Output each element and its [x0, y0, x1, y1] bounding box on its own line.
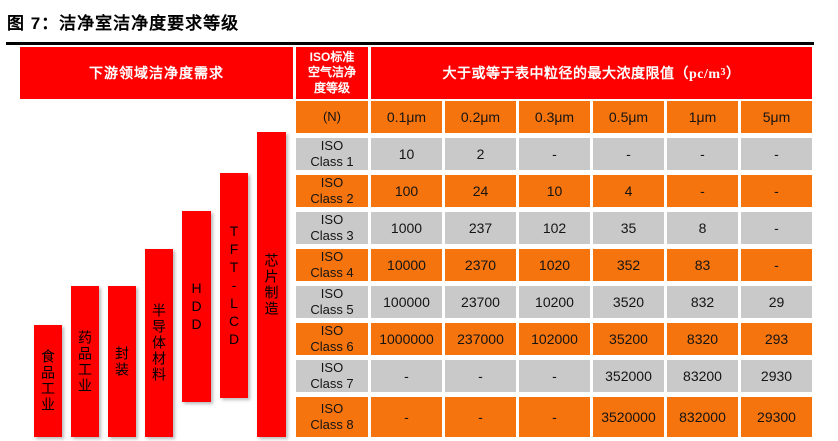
chart-bar: 食品工业	[34, 325, 62, 437]
table-cell: 3520000	[593, 397, 664, 437]
table-cell: 102	[519, 212, 590, 244]
table-cell: 10200	[519, 286, 590, 318]
table-cell: 3520	[593, 286, 664, 318]
table-cell: 293	[741, 323, 812, 355]
table-cell: -	[741, 212, 812, 244]
bar-label: HDD	[188, 279, 205, 334]
table-cell: 10	[371, 138, 442, 170]
table-cell: 1000000	[371, 323, 442, 355]
table-cell: 100	[371, 175, 442, 207]
row-label: ISO Class 8	[296, 397, 368, 437]
downstream-demand-header: 下游领域洁净度需求	[20, 47, 293, 99]
iso-table: (N) 0.1μm 0.2μm 0.3μm 0.5μm 1μm 5μm ISO Class 1…	[296, 101, 812, 437]
table-cell: 83	[667, 249, 738, 281]
table-cell: -	[519, 138, 590, 170]
table-cell: 2	[445, 138, 516, 170]
table-cell: 10	[519, 175, 590, 207]
column-header: 0.2μm	[445, 101, 516, 133]
chart-bar: TFT-LCD	[220, 173, 248, 398]
row-label: ISO Class 6	[296, 323, 368, 355]
table-cell: 100000	[371, 286, 442, 318]
table-cell: 2370	[445, 249, 516, 281]
chart-bar: 药品工业	[71, 286, 99, 437]
size-row-label: (N)	[296, 101, 368, 133]
row-label: ISO Class 7	[296, 360, 368, 392]
table-cell: -	[667, 138, 738, 170]
row-label: ISO Class 2	[296, 175, 368, 207]
table-cell: -	[519, 360, 590, 392]
column-header: 1μm	[667, 101, 738, 133]
table-cell: 237	[445, 212, 516, 244]
table-cell: -	[741, 138, 812, 170]
table-cell: 29300	[741, 397, 812, 437]
table-cell: 8	[667, 212, 738, 244]
row-label: ISO Class 5	[296, 286, 368, 318]
table-cell: -	[371, 397, 442, 437]
table-cell: -	[667, 175, 738, 207]
limits-header-text: 大于或等于表中粒径的最大浓度限值	[442, 65, 675, 81]
row-label: ISO Class 4	[296, 249, 368, 281]
table-cell: 1000	[371, 212, 442, 244]
limits-header: 大于或等于表中粒径的最大浓度限值 （pc/m 3）	[371, 47, 812, 99]
row-label: ISO Class 1	[296, 138, 368, 170]
figure-title: 图 7：洁净室洁净度要求等级	[7, 14, 240, 33]
limits-unit-close: ）	[726, 67, 741, 82]
iso-grade-header: ISO标准 空气洁净 度等级	[296, 47, 368, 99]
table-cell: 4	[593, 175, 664, 207]
column-header: 0.3μm	[519, 101, 590, 133]
table-cell: 832000	[667, 397, 738, 437]
bar-label: 食品工业	[40, 349, 56, 413]
table-cell: 832	[667, 286, 738, 318]
table-cell: -	[519, 397, 590, 437]
table-cell: 10000	[371, 249, 442, 281]
table-cell: 102000	[519, 323, 590, 355]
bar-label: 药品工业	[77, 329, 93, 394]
table-cell: -	[741, 175, 812, 207]
bar-label: 半导体材料	[151, 303, 167, 383]
bar-label: TFT-LCD	[226, 222, 242, 349]
table-cell: 352000	[593, 360, 664, 392]
table-cell: 35200	[593, 323, 664, 355]
table-cell: 352	[593, 249, 664, 281]
column-header: 0.1μm	[371, 101, 442, 133]
chart-bar: 芯片制造	[257, 132, 286, 437]
chart-bar: HDD	[182, 211, 211, 402]
table-cell: -	[445, 397, 516, 437]
table-cell: 23700	[445, 286, 516, 318]
table-cell: 24	[445, 175, 516, 207]
table-cell: -	[741, 249, 812, 281]
chart-bar: 半导体材料	[145, 249, 173, 437]
table-cell: -	[593, 138, 664, 170]
table-cell: 237000	[445, 323, 516, 355]
row-label: ISO Class 3	[296, 212, 368, 244]
column-header: 5μm	[741, 101, 812, 133]
title-underline	[6, 42, 814, 45]
chart-bar: 封装	[108, 286, 136, 437]
table-cell: 1020	[519, 249, 590, 281]
column-header: 0.5μm	[593, 101, 664, 133]
table-cell: 8320	[667, 323, 738, 355]
iso-grade-header-line: ISO标准	[309, 49, 355, 64]
iso-grade-header-line: 空气洁净	[307, 65, 356, 80]
table-cell: 83200	[667, 360, 738, 392]
bar-label: 封装	[114, 345, 130, 378]
table-cell: -	[371, 360, 442, 392]
table-cell: -	[445, 360, 516, 392]
table-cell: 29	[741, 286, 812, 318]
table-cell: 2930	[741, 360, 812, 392]
limits-unit-open: （pc/m	[674, 67, 721, 82]
bar-label: 芯片制造	[263, 252, 280, 317]
table-cell: 35	[593, 212, 664, 244]
iso-grade-header-line: 度等级	[313, 80, 350, 95]
